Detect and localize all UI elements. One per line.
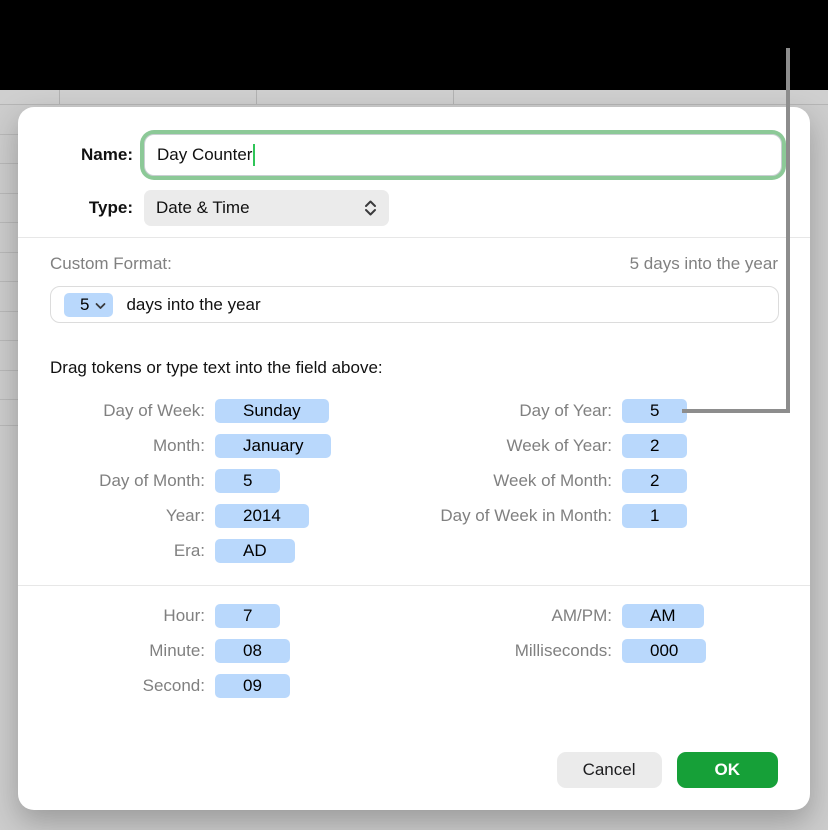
token-label: Day of Week: xyxy=(103,400,205,420)
token-label: Day of Year: xyxy=(519,400,612,420)
token-year[interactable]: 2014 xyxy=(215,503,309,528)
callout-line-vertical xyxy=(786,48,790,413)
token-label: Year: xyxy=(165,505,205,525)
token-label: Day of Week in Month: xyxy=(440,505,612,525)
token-row: Week of Month: 2 xyxy=(395,463,778,498)
top-black-band xyxy=(0,0,828,90)
time-tokens-left-column: Hour: 7 Minute: 08 Second: 09 xyxy=(50,598,395,703)
chevron-down-icon xyxy=(95,295,106,315)
row-gridline xyxy=(0,163,18,164)
row-gridline xyxy=(0,281,18,282)
token-row: Milliseconds: 000 xyxy=(395,633,778,668)
token-row: Second: 09 xyxy=(50,668,395,703)
token-row: Day of Year: 5 xyxy=(395,393,778,428)
divider xyxy=(18,585,810,586)
token-day-of-month[interactable]: 5 xyxy=(215,468,281,493)
token-label: Era: xyxy=(173,540,205,560)
drag-tokens-hint: Drag tokens or type text into the field … xyxy=(50,358,383,377)
token-label: Milliseconds: xyxy=(514,640,612,660)
name-row: Name: Day Counter xyxy=(50,133,782,177)
row-gridline xyxy=(0,252,18,253)
type-row: Type: Date & Time xyxy=(50,190,389,226)
row-gridline xyxy=(0,311,18,312)
token-week-of-year[interactable]: 2 xyxy=(622,433,688,458)
token-label: Hour: xyxy=(163,605,205,625)
token-milliseconds[interactable]: 000 xyxy=(622,638,707,663)
time-tokens-right-column: AM/PM: AM Milliseconds: 000 xyxy=(395,598,778,703)
column-divider xyxy=(256,90,257,104)
custom-format-row: Custom Format: 5 days into the year xyxy=(50,254,778,274)
row-gridline xyxy=(0,134,18,135)
custom-format-dialog: Name: Day Counter Type: Date & Time Cust… xyxy=(18,107,810,810)
token-row: AM/PM: AM xyxy=(395,598,778,633)
row-gridline xyxy=(0,370,18,371)
date-tokens-left-column: Day of Week: Sunday Month: January Day of Mo… xyxy=(50,393,395,568)
token-row: Day of Week in Month: 1 xyxy=(395,498,778,533)
row-gridline xyxy=(0,399,18,400)
date-tokens-right-column: Day of Year: 5 Week of Year: 2 Week of Month… xyxy=(395,393,778,568)
token-row: Day of Month: 5 xyxy=(50,463,395,498)
column-divider xyxy=(59,90,60,104)
format-field-token[interactable]: 5 xyxy=(64,292,114,317)
token-second[interactable]: 09 xyxy=(215,673,290,698)
token-row: Week of Year: 2 xyxy=(395,428,778,463)
row-gridline xyxy=(0,340,18,341)
format-field[interactable]: 5 days into the year xyxy=(50,286,779,323)
token-label: AM/PM: xyxy=(551,605,612,625)
type-popup-button[interactable]: Date & Time xyxy=(144,190,389,226)
token-row: Minute: 08 xyxy=(50,633,395,668)
token-row: Era: AD xyxy=(50,533,395,568)
column-divider xyxy=(453,90,454,104)
cancel-button[interactable]: Cancel xyxy=(556,752,662,788)
token-label: Second: xyxy=(142,675,205,695)
name-label: Name: xyxy=(81,145,133,164)
token-day-of-year[interactable]: 5 xyxy=(622,398,688,423)
token-row: Hour: 7 xyxy=(50,598,395,633)
row-gridline xyxy=(0,222,18,223)
token-label: Week of Year: xyxy=(506,435,612,455)
type-label: Type: xyxy=(88,198,133,217)
date-token-grid: Day of Week: Sunday Month: January Day of Mo… xyxy=(50,393,778,568)
text-caret xyxy=(253,144,256,166)
row-gridline xyxy=(0,193,18,194)
type-popup-value: Date & Time xyxy=(156,198,250,217)
token-am-pm[interactable]: AM xyxy=(622,603,704,628)
token-label: Month: xyxy=(153,435,205,455)
name-input-value: Day Counter xyxy=(157,145,253,164)
format-preview: 5 days into the year xyxy=(629,254,778,273)
token-label: Minute: xyxy=(149,640,205,660)
spreadsheet-header-strip xyxy=(0,90,828,105)
token-month[interactable]: January xyxy=(215,433,332,458)
token-row: Month: January xyxy=(50,428,395,463)
token-minute[interactable]: 08 xyxy=(215,638,290,663)
token-row: Year: 2014 xyxy=(50,498,395,533)
time-token-grid: Hour: 7 Minute: 08 Second: 09 AM/PM: AM Millise… xyxy=(50,598,778,703)
token-row: Day of Week: Sunday xyxy=(50,393,395,428)
token-era[interactable]: AD xyxy=(215,538,295,563)
token-day-of-week[interactable]: Sunday xyxy=(215,398,329,423)
row-gridline xyxy=(0,425,18,426)
format-field-text: days into the year xyxy=(126,294,261,314)
custom-format-label: Custom Format: xyxy=(50,254,172,273)
token-day-of-week-in-month[interactable]: 1 xyxy=(622,503,688,528)
callout-line-horizontal xyxy=(682,409,790,413)
token-hour[interactable]: 7 xyxy=(215,603,281,628)
token-label: Day of Month: xyxy=(99,470,205,490)
ok-button[interactable]: OK xyxy=(676,752,778,788)
name-input[interactable]: Day Counter xyxy=(144,134,782,176)
token-label: Week of Month: xyxy=(493,470,612,490)
format-field-token-value: 5 xyxy=(80,294,90,314)
token-week-of-month[interactable]: 2 xyxy=(622,468,688,493)
divider xyxy=(18,237,810,238)
chevrons-updown-icon xyxy=(364,199,377,217)
button-row: Cancel OK xyxy=(556,752,778,788)
